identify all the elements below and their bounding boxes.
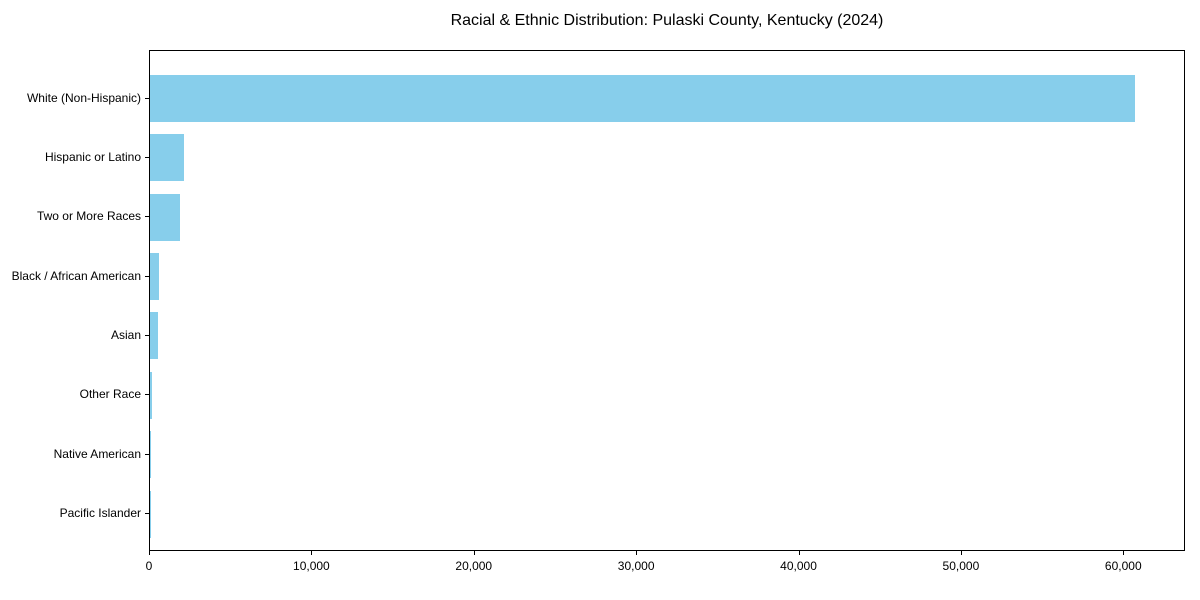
y-tick: [145, 513, 149, 515]
x-tick: [798, 551, 800, 555]
bar-black-african-american: [150, 253, 159, 301]
x-tick: [473, 551, 475, 555]
plot-area: [149, 50, 1185, 551]
y-axis-label-black-african-american: Black / African American: [11, 268, 141, 283]
bar-other-race: [150, 371, 152, 419]
x-tick: [1123, 551, 1125, 555]
y-tick: [145, 156, 149, 158]
y-axis-label-hispanic-or-latino: Hispanic or Latino: [44, 149, 141, 164]
y-tick: [145, 453, 149, 455]
y-axis-label-native-american: Native American: [53, 446, 141, 461]
x-tick: [149, 551, 150, 555]
x-tick-label: 50,000: [942, 559, 980, 573]
y-tick: [145, 275, 149, 277]
x-tick: [311, 551, 313, 555]
x-tick-label: 60,000: [1104, 559, 1142, 573]
y-axis-label-other-race: Other Race: [79, 387, 141, 402]
x-tick: [960, 551, 962, 555]
x-tick: [636, 551, 638, 555]
y-axis-label-pacific-islander: Pacific Islander: [59, 506, 141, 521]
x-tick-label: 0: [145, 559, 153, 573]
y-tick: [145, 334, 149, 336]
y-tick: [145, 216, 149, 218]
chart-title: Racial & Ethnic Distribution: Pulaski Co…: [450, 12, 884, 29]
x-tick-label: 20,000: [455, 559, 493, 573]
x-tick-label: 40,000: [780, 559, 817, 573]
bar-native-american: [150, 431, 151, 479]
y-axis-label-two-or-more-races: Two or More Races: [36, 209, 141, 224]
y-tick: [145, 97, 149, 99]
y-axis-label-asian: Asian: [110, 327, 141, 342]
bar-white-non-hispanic: [150, 75, 1135, 122]
bar-asian: [150, 312, 159, 360]
y-tick: [145, 394, 149, 396]
x-tick-label: 30,000: [617, 559, 655, 573]
bar-hispanic-or-latino: [150, 134, 184, 182]
x-tick-label: 10,000: [293, 559, 330, 573]
bar-two-or-more-races: [150, 193, 180, 241]
y-axis-label-white-non-hispanic: White (Non-Hispanic): [26, 90, 141, 105]
